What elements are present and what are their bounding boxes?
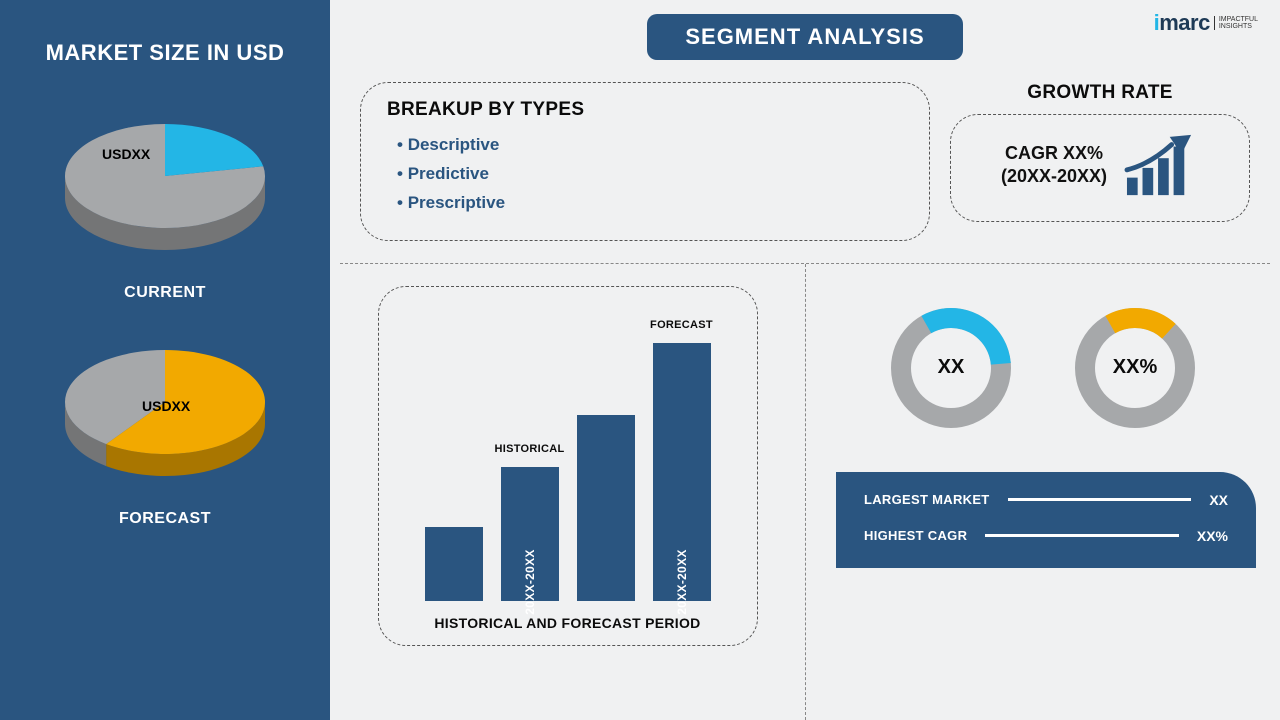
growth-text: CAGR XX% (20XX-20XX) [1001, 142, 1107, 189]
panel-bars: HISTORICAL20XX-20XXFORECAST20XX-20XX HIS… [378, 286, 758, 646]
metric-label: HIGHEST CAGR [864, 528, 967, 543]
bar [577, 415, 635, 601]
row-lower: HISTORICAL20XX-20XXFORECAST20XX-20XX HIS… [330, 264, 1280, 720]
panel-growth: CAGR XX% (20XX-20XX) [950, 114, 1250, 222]
metric-row: HIGHEST CAGR XX% [864, 528, 1228, 544]
pie-current-caption: CURRENT [124, 284, 206, 302]
pie-forecast: USDXX [50, 332, 280, 492]
metric-value: XX [1209, 492, 1228, 508]
breakup-item: Prescriptive [397, 189, 903, 218]
donut-xx-center: XX [881, 298, 1021, 438]
brand-logo: imarc IMPACTFULINSIGHTS [1154, 10, 1258, 36]
growth-chart-icon [1121, 131, 1199, 199]
pie-forecast-caption: FORECAST [119, 510, 211, 528]
donut-xxpct-center: XX% [1065, 298, 1205, 438]
row-breakup-growth: BREAKUP BY TYPES DescriptivePredictivePr… [330, 82, 1280, 263]
metric-value: XX% [1197, 528, 1228, 544]
logo-rest: marc [1159, 10, 1210, 35]
bar [425, 527, 483, 601]
donuts-row: XX XX% [836, 298, 1250, 438]
growth-line1: CAGR XX% [1001, 142, 1107, 165]
sidebar-title: MARKET SIZE IN USD [46, 40, 285, 66]
col-bars: HISTORICAL20XX-20XXFORECAST20XX-20XX HIS… [330, 264, 805, 720]
bars-area: HISTORICAL20XX-20XX FORECAST20XX-20XX [403, 311, 733, 601]
metric-label: LARGEST MARKET [864, 492, 990, 507]
breakup-item: Predictive [397, 160, 903, 189]
pie-current-block: USDXX CURRENT [50, 106, 280, 302]
metric-row: LARGEST MARKET XX [864, 492, 1228, 508]
bar-top-label: HISTORICAL [494, 443, 564, 455]
breakup-item: Descriptive [397, 131, 903, 160]
pie-current: USDXX [50, 106, 280, 266]
bar-side-label: 20XX-20XX [523, 549, 537, 614]
panel-growth-wrap: GROWTH RATE CAGR XX% (20XX-20XX) [950, 82, 1250, 241]
panel-breakup: BREAKUP BY TYPES DescriptivePredictivePr… [360, 82, 930, 241]
bar: HISTORICAL20XX-20XX [501, 467, 559, 601]
logo-tagline: IMPACTFULINSIGHTS [1214, 16, 1258, 30]
donut-xx: XX [881, 298, 1021, 438]
main-area: SEGMENT ANALYSIS imarc IMPACTFULINSIGHTS… [330, 0, 1280, 720]
infographic-root: MARKET SIZE IN USD USDXX CURRENT USDXX F… [0, 0, 1280, 720]
donut-xxpct: XX% [1065, 298, 1205, 438]
growth-title: GROWTH RATE [950, 82, 1250, 104]
bar: FORECAST20XX-20XX [653, 343, 711, 601]
breakup-list: DescriptivePredictivePrescriptive [387, 131, 903, 218]
metric-bar [1008, 498, 1192, 501]
col-donuts-metrics: XX XX% LARGEST MARKET XX HIGHEST CAGR XX% [805, 264, 1280, 720]
growth-line2: (20XX-20XX) [1001, 165, 1107, 188]
page-title: SEGMENT ANALYSIS [647, 14, 962, 60]
metric-box: LARGEST MARKET XX HIGHEST CAGR XX% [836, 472, 1256, 568]
bars-caption: HISTORICAL AND FORECAST PERIOD [403, 615, 733, 631]
breakup-title: BREAKUP BY TYPES [387, 99, 903, 121]
metric-bar [985, 534, 1179, 537]
sidebar-market-size: MARKET SIZE IN USD USDXX CURRENT USDXX F… [0, 0, 330, 720]
bar-top-label: FORECAST [650, 319, 713, 331]
bar-side-label: 20XX-20XX [675, 549, 689, 614]
pie-forecast-block: USDXX FORECAST [50, 332, 280, 528]
header-row: SEGMENT ANALYSIS imarc IMPACTFULINSIGHTS [330, 0, 1280, 82]
